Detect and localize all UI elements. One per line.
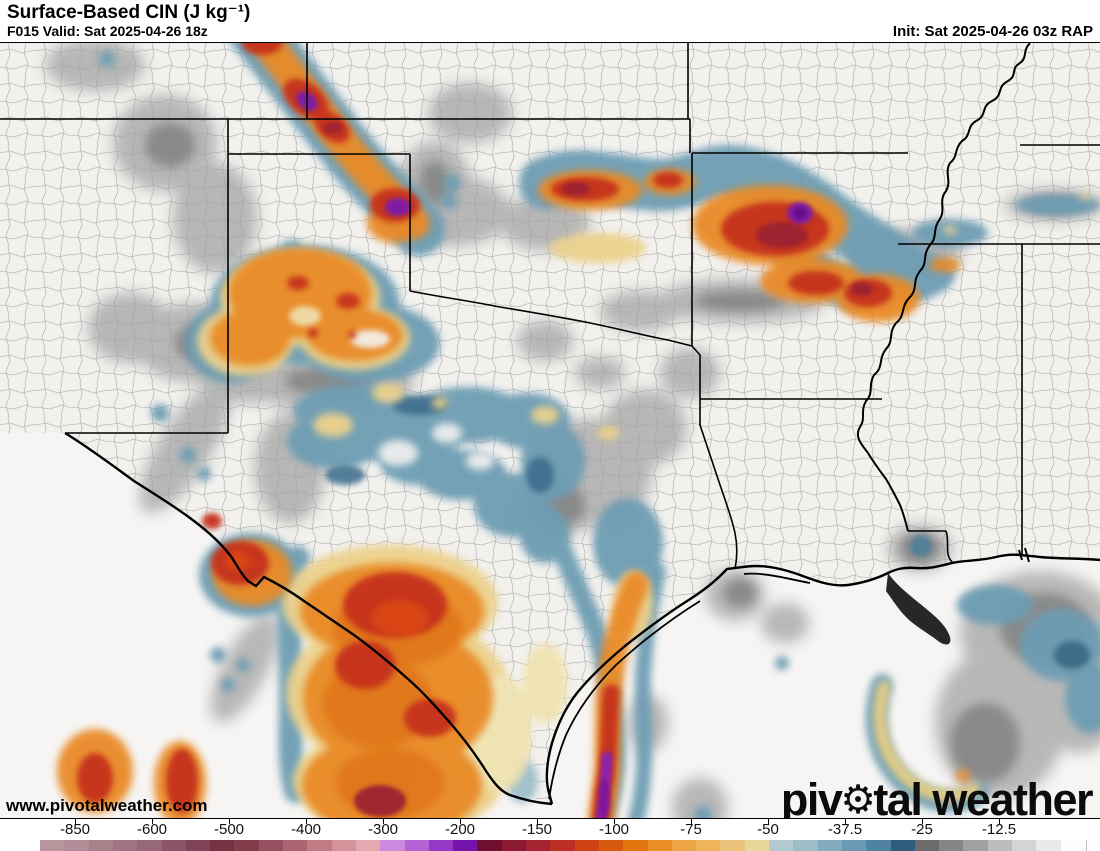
colorbar: -850 -600 -500 -400 -300 -200 -150 -100 -75 -50 -3…: [0, 818, 1100, 851]
logo-text-pre: piv: [780, 774, 843, 825]
colorbar-tick: [383, 819, 384, 824]
colorbar-cell: [331, 840, 358, 851]
colorbar-label: -75: [680, 821, 702, 838]
colorbar-label: -12.5: [981, 821, 1017, 838]
colorbar-cell: [696, 840, 723, 851]
colorbar-cell: [185, 840, 212, 851]
colorbar-label: -600: [136, 821, 168, 838]
colorbar-tick: [999, 819, 1000, 824]
colorbar-cell: [793, 840, 820, 851]
colorbar-cell: [258, 840, 285, 851]
colorbar-cell: [307, 840, 334, 851]
watermark: www.pivotalweather.com: [6, 796, 208, 815]
colorbar-cell: [137, 840, 164, 851]
logo-text-post: tal weather: [873, 774, 1093, 825]
colorbar-cell: [501, 840, 528, 851]
colorbar-cell: [355, 840, 382, 851]
colorbar-tick: [922, 819, 923, 824]
rio-grande-river: [64, 431, 553, 806]
colorbar-cell: [890, 840, 917, 851]
colorbar-cell: [866, 840, 893, 851]
gear-icon: ⚙: [840, 777, 875, 822]
colorbar-label: -850: [59, 821, 91, 838]
colorbar-cell: [671, 840, 698, 851]
pivotal-weather-logo: piv ⚙ tal weather: [780, 774, 1094, 825]
colorbar-cell: [40, 840, 66, 851]
colorbar-cell: [88, 840, 115, 851]
colorbar-tick: [306, 819, 307, 824]
colorbar-cell: [380, 840, 407, 851]
colorbar-cell: [404, 840, 431, 851]
colorbar-tick: [614, 819, 615, 824]
mobile-bay: [1018, 547, 1030, 563]
colorbar-label: -50: [757, 821, 779, 838]
mississippi-delta: [886, 573, 951, 645]
colorbar-cell: [598, 840, 625, 851]
colorbar-tick: [691, 819, 692, 824]
colorbar-cell: [574, 840, 601, 851]
coastline: [545, 553, 1100, 805]
colorbar-cell: [817, 840, 844, 851]
colorbar-cell: [283, 840, 309, 851]
colorbar-cell: [1012, 840, 1038, 851]
colorbar-label: -150: [521, 821, 553, 838]
colorbar-label: -25: [911, 821, 933, 838]
weather-map: www.pivotalweather.com piv ⚙ tal weather: [0, 43, 1100, 822]
colorbar-cell: [477, 840, 504, 851]
colorbar-tick: [75, 819, 76, 824]
colorbar-cell: [550, 840, 577, 851]
colorbar-label: -300: [367, 821, 399, 838]
colorbar-label: -500: [213, 821, 245, 838]
colorbar-tick: [768, 819, 769, 824]
sabine-river-border: [699, 399, 738, 570]
colorbar-cell: [841, 840, 868, 851]
mississippi-river: [856, 43, 1031, 532]
colorbar-cell: [210, 840, 236, 851]
colorbar-tick: [845, 819, 846, 824]
colorbar-cell: [914, 840, 941, 851]
colorbar-cell: [939, 840, 966, 851]
colorbar-tick: [152, 819, 153, 824]
colorbar-cell: [526, 840, 552, 851]
red-river-border: [409, 290, 693, 347]
colorbar-cell: [112, 840, 139, 851]
colorbar-cell: [769, 840, 795, 851]
colorbar-label: -400: [290, 821, 322, 838]
colorbar-tick: [537, 819, 538, 824]
colorbar-cell: [1060, 840, 1087, 851]
colorbar-label: -200: [444, 821, 476, 838]
colorbar-cell: [234, 840, 261, 851]
cin-map-svg: [0, 43, 1100, 818]
colorbar-tick: [229, 819, 230, 824]
colorbar-label: -100: [598, 821, 630, 838]
colorbar-tick: [460, 819, 461, 824]
page-title: Surface-Based CIN (J kg⁻¹): [7, 2, 251, 23]
colorbar-label: -37.5: [827, 821, 863, 838]
cin-fill-contours: [45, 43, 1100, 818]
colorbar-cell: [987, 840, 1014, 851]
barrier-islands: [548, 572, 811, 800]
colorbar-cell: [1036, 840, 1063, 851]
valid-time-label: F015 Valid: Sat 2025-04-26 18z: [7, 23, 208, 39]
colorbar-cell: [161, 840, 188, 851]
init-time-label: Init: Sat 2025-04-26 03z RAP: [892, 23, 1093, 40]
colorbar-cell: [64, 840, 91, 851]
colorbar-cell: [963, 840, 990, 851]
colorbar-cell: [428, 840, 455, 851]
colorbar-cell: [720, 840, 747, 851]
colorbar-cell: [647, 840, 674, 851]
colorbar-cell: [623, 840, 650, 851]
colorbar-cell: [744, 840, 771, 851]
header: Surface-Based CIN (J kg⁻¹) F015 Valid: S…: [0, 0, 1100, 43]
state-borders: [0, 43, 1100, 570]
colorbar-cell: [453, 840, 480, 851]
